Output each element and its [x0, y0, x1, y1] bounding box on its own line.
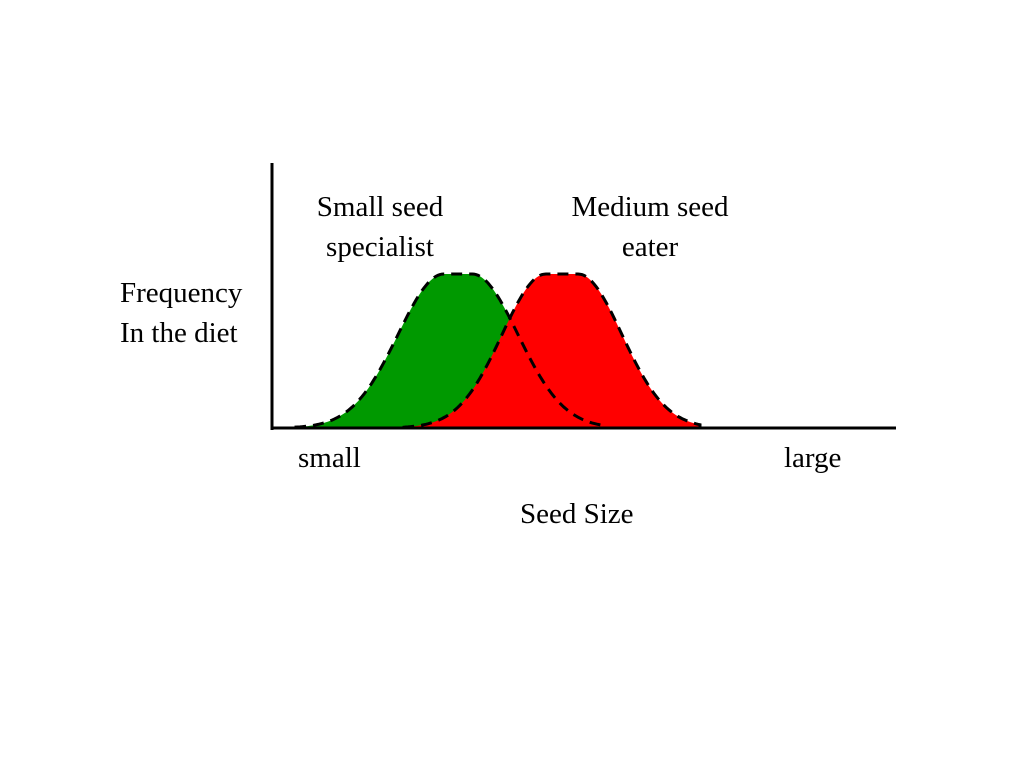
curve-small-seed-outline — [294, 272, 606, 430]
curve-medium-seed-fill — [404, 274, 700, 428]
x-tick-label-large: large — [784, 442, 842, 474]
curve-medium-seed-outline — [402, 272, 702, 430]
y-axis-label-line1: Frequency — [120, 277, 243, 309]
curve-label-medium-seed-line2: eater — [621, 231, 679, 263]
x-tick-label-small: small — [298, 442, 361, 474]
x-axis-label: Seed Size — [520, 498, 634, 530]
curve-label-small-seed-line2: specialist — [326, 231, 434, 263]
curve-label-medium-seed: Medium seed eater — [550, 187, 750, 267]
curve-label-medium-seed-line1: Medium seed — [571, 191, 729, 223]
y-axis-label: Frequency In the diet — [120, 273, 242, 353]
curve-label-small-seed: Small seed specialist — [300, 187, 460, 267]
y-axis-label-line2: In the diet — [120, 317, 238, 349]
curve-label-small-seed-line1: Small seed — [316, 191, 444, 223]
